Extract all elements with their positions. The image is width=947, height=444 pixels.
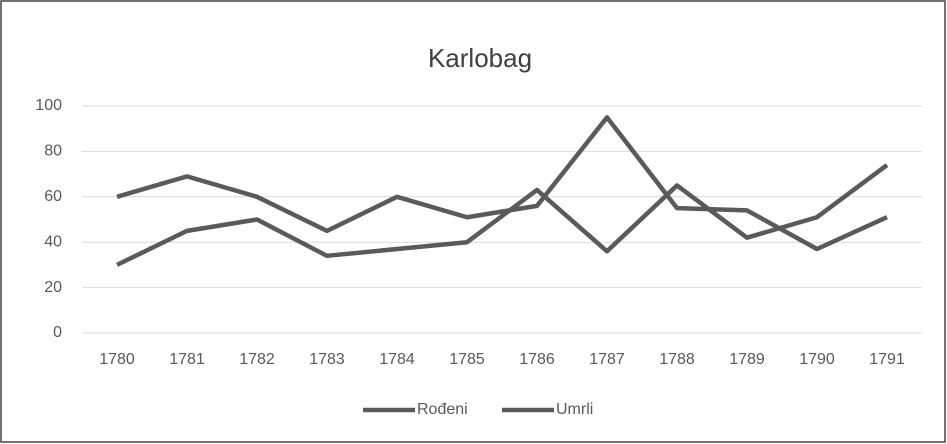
y-tick-label: 60 — [44, 188, 62, 205]
x-tick-label: 1787 — [589, 351, 625, 368]
x-tick-label: 1789 — [729, 351, 765, 368]
legend-label: Rođeni — [417, 401, 468, 418]
y-tick-label: 80 — [44, 143, 62, 160]
x-tick-label: 1790 — [799, 351, 835, 368]
x-tick-label: 1782 — [239, 351, 275, 368]
x-tick-label: 1780 — [99, 351, 135, 368]
x-tick-label: 1785 — [449, 351, 485, 368]
x-tick-label: 1783 — [309, 351, 345, 368]
y-tick-label: 20 — [44, 279, 62, 296]
x-tick-label: 1788 — [659, 351, 695, 368]
y-tick-label: 40 — [44, 233, 62, 250]
x-tick-label: 1781 — [169, 351, 205, 368]
x-tick-label: 1784 — [379, 351, 415, 368]
series-line — [116, 163, 889, 267]
x-tick-label: 1791 — [869, 351, 905, 368]
y-tick-label: 0 — [53, 324, 62, 341]
legend-label: Umrli — [556, 401, 593, 418]
chart-title: Karlobag — [428, 43, 532, 73]
y-tick-label: 100 — [35, 97, 62, 114]
x-tick-label: 1786 — [519, 351, 555, 368]
series-line — [116, 115, 888, 252]
